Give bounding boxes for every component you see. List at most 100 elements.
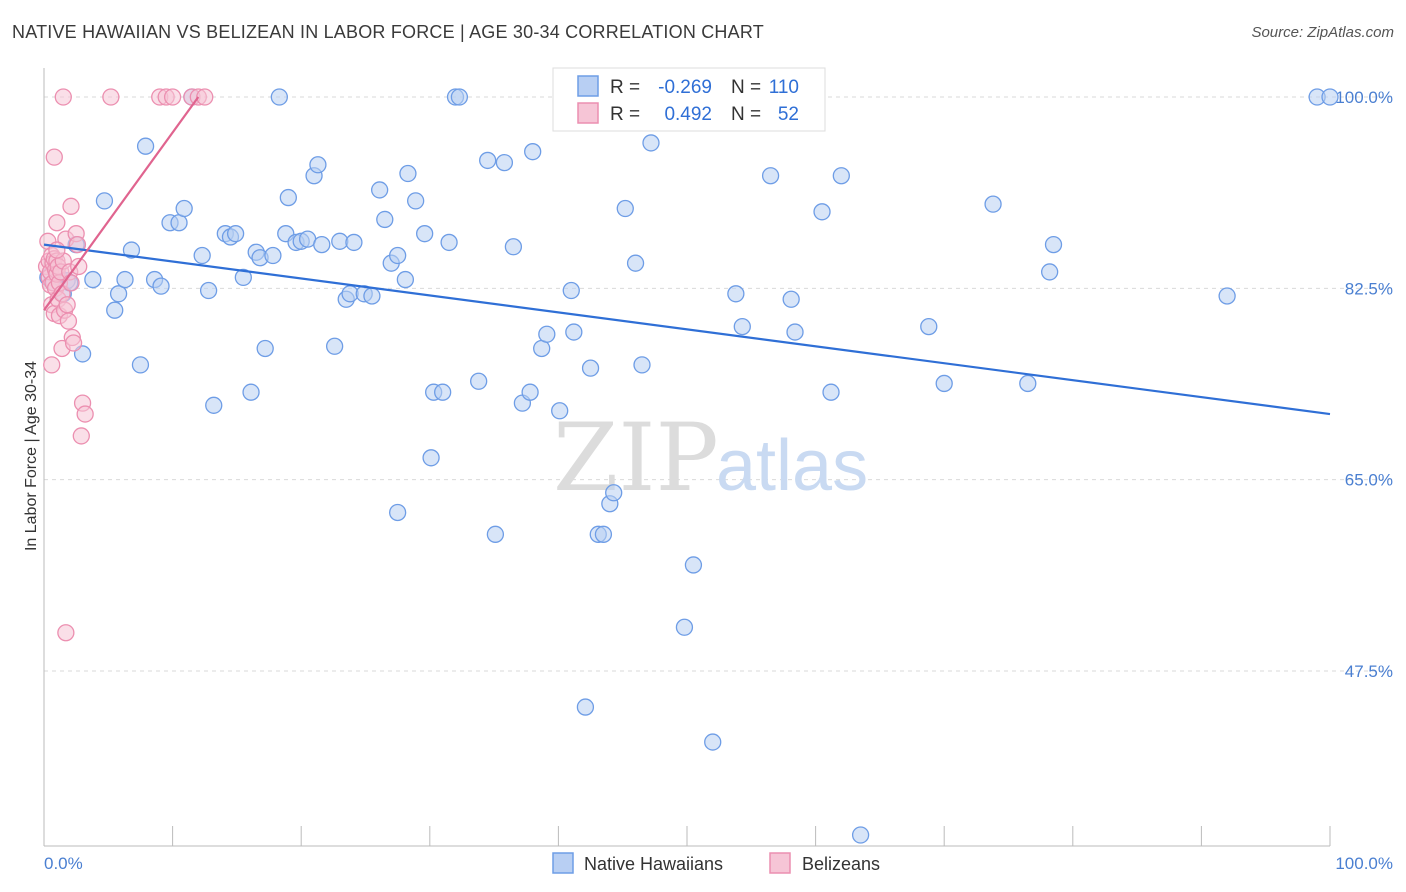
y-tick-label-65: 65.0% [1345,471,1393,490]
native-hawaiian-point-73 [538,325,556,343]
native-hawaiian-point-95 [813,203,831,221]
native-hawaiian-point-58 [422,449,440,467]
native-hawaiian-point-74 [551,402,569,420]
native-hawaiian-point-71 [524,143,542,161]
belizean-trend-line [43,96,200,311]
native-hawaiian-point-67 [495,153,514,172]
native-hawaiian-point-91 [733,317,751,336]
grid-lines [44,96,1394,672]
y-tick-label-47.5: 47.5% [1345,662,1393,681]
native-hawaiian-point-57 [416,225,434,243]
belizean-point-45 [196,88,214,106]
native-hawaiian-point-29 [242,383,260,401]
native-hawaiian-point-11 [109,285,128,303]
native-hawaiian-point-94 [786,323,804,341]
legend-r-label-pink: R = [610,104,640,125]
native-hawaiian-point-36 [279,188,297,207]
belizean-point-29 [62,274,80,292]
belizean-point-47 [57,624,75,642]
native-hawaiian-point-61 [440,233,458,252]
native-hawaiian-point-90 [727,285,745,303]
belizean-point-48 [43,356,61,374]
y-axis-label: In Labor Force | Age 30-34 [23,361,40,551]
native-hawaiian-point-54 [396,270,415,289]
bottom-legend-swatch-pink [769,852,791,874]
trend-lines [43,96,1331,416]
native-hawaiian-point-33 [264,246,282,265]
native-hawaiian-point-43 [325,337,344,355]
legend-r-label-blue: R = [610,77,640,98]
native-hawaiian-point-17 [152,277,170,295]
native-hawaiian-point-81 [605,484,623,502]
native-hawaiian-point-103 [1044,235,1063,254]
native-hawaiian-point-92 [761,167,780,185]
belizean-point-36 [76,405,94,423]
native-hawaiian-point-99 [935,374,953,393]
native-hawaiian-point-42 [313,235,331,254]
native-hawaiian-point-107 [576,698,595,716]
native-hawaiian-point-75 [562,281,580,300]
legend-n-label-blue: N = [731,77,761,98]
bottom-legend-label-blue: Native Hawaiians [584,854,723,874]
legend-r-value-blue: -0.269 [658,77,712,98]
native-hawaiian-point-82 [616,199,634,218]
belizean-point-39 [54,88,72,106]
legend-n-label-pink: N = [731,104,761,125]
x-tick-marks [43,826,1331,846]
native-hawaiian-point-28 [234,268,252,287]
native-hawaiian-point-13 [122,241,141,259]
legend-r-value-pink: 0.492 [664,104,712,125]
native-hawaiian-point-55 [399,164,417,183]
native-hawaiian-point-49 [363,287,381,305]
legend-n-value-pink: 52 [778,104,799,125]
native-hawaiian-point-65 [479,151,497,170]
stats-legend: R = -0.269 N = 110 R = 0.492 N = 52 [552,67,826,132]
native-hawaiian-point-98 [920,317,938,336]
belizean-point-26 [58,296,76,314]
y-tick-label-82.5: 82.5% [1345,279,1393,298]
x-tick-label-0: 0.0% [44,854,83,873]
native-hawaiian-point-14 [131,356,150,374]
native-hawaiian-point-53 [388,246,407,265]
native-hawaiian-point-20 [175,199,193,218]
watermark-zip: ZIP [553,404,719,513]
native-hawaiian-point-12 [116,270,134,289]
native-hawaiian-point-102 [1041,263,1059,281]
native-hawaiian-point-86 [675,618,694,636]
belizean-point-27 [59,312,78,330]
native-hawaiian-trend-line [43,243,1331,416]
native-hawaiian-point-34 [270,88,288,106]
belizean-point-37 [45,148,63,166]
source-credit: Source: ZipAtlas.com [1251,24,1394,41]
native-hawaiian-point-8 [84,270,102,289]
belizean-point-50 [72,427,90,445]
native-hawaiian-point-76 [565,323,583,341]
native-hawaiian-point-63 [450,88,469,106]
native-hawaiian-point-51 [376,210,394,229]
legend-n-value-blue: 110 [769,77,799,98]
native-hawaiian-point-101 [1019,374,1037,393]
belizean-point-42 [163,88,182,106]
native-hawaiian-point-10 [106,301,124,319]
native-hawaiian-point-32 [256,339,274,358]
native-hawaiian-point-106 [1321,88,1339,106]
native-hawaiian-point-93 [782,290,800,308]
native-hawaiian-point-15 [136,137,155,155]
chart-title: NATIVE HAWAIIAN VS BELIZEAN IN LABOR FOR… [12,22,764,42]
native-hawaiian-point-83 [626,254,645,272]
native-hawaiian-point-97 [832,167,850,185]
belizean-point-51 [62,197,80,215]
native-hawaiian-point-70 [521,383,539,401]
native-hawaiian-point-87 [684,556,703,574]
native-hawaiian-point-79 [594,525,613,543]
native-hawaiian-point-24 [205,396,223,414]
native-hawaiian-point-66 [486,525,505,543]
y-tick-label-100: 100.0% [1335,88,1393,107]
native-hawaiian-point-100 [984,195,1002,213]
native-hawaiian-point-68 [504,238,523,256]
native-hawaiian-point-9 [95,192,114,210]
native-hawaiian-point-108 [851,826,870,844]
watermark-atlas: atlas [716,426,868,506]
native-hawaiian-point-56 [407,192,425,210]
